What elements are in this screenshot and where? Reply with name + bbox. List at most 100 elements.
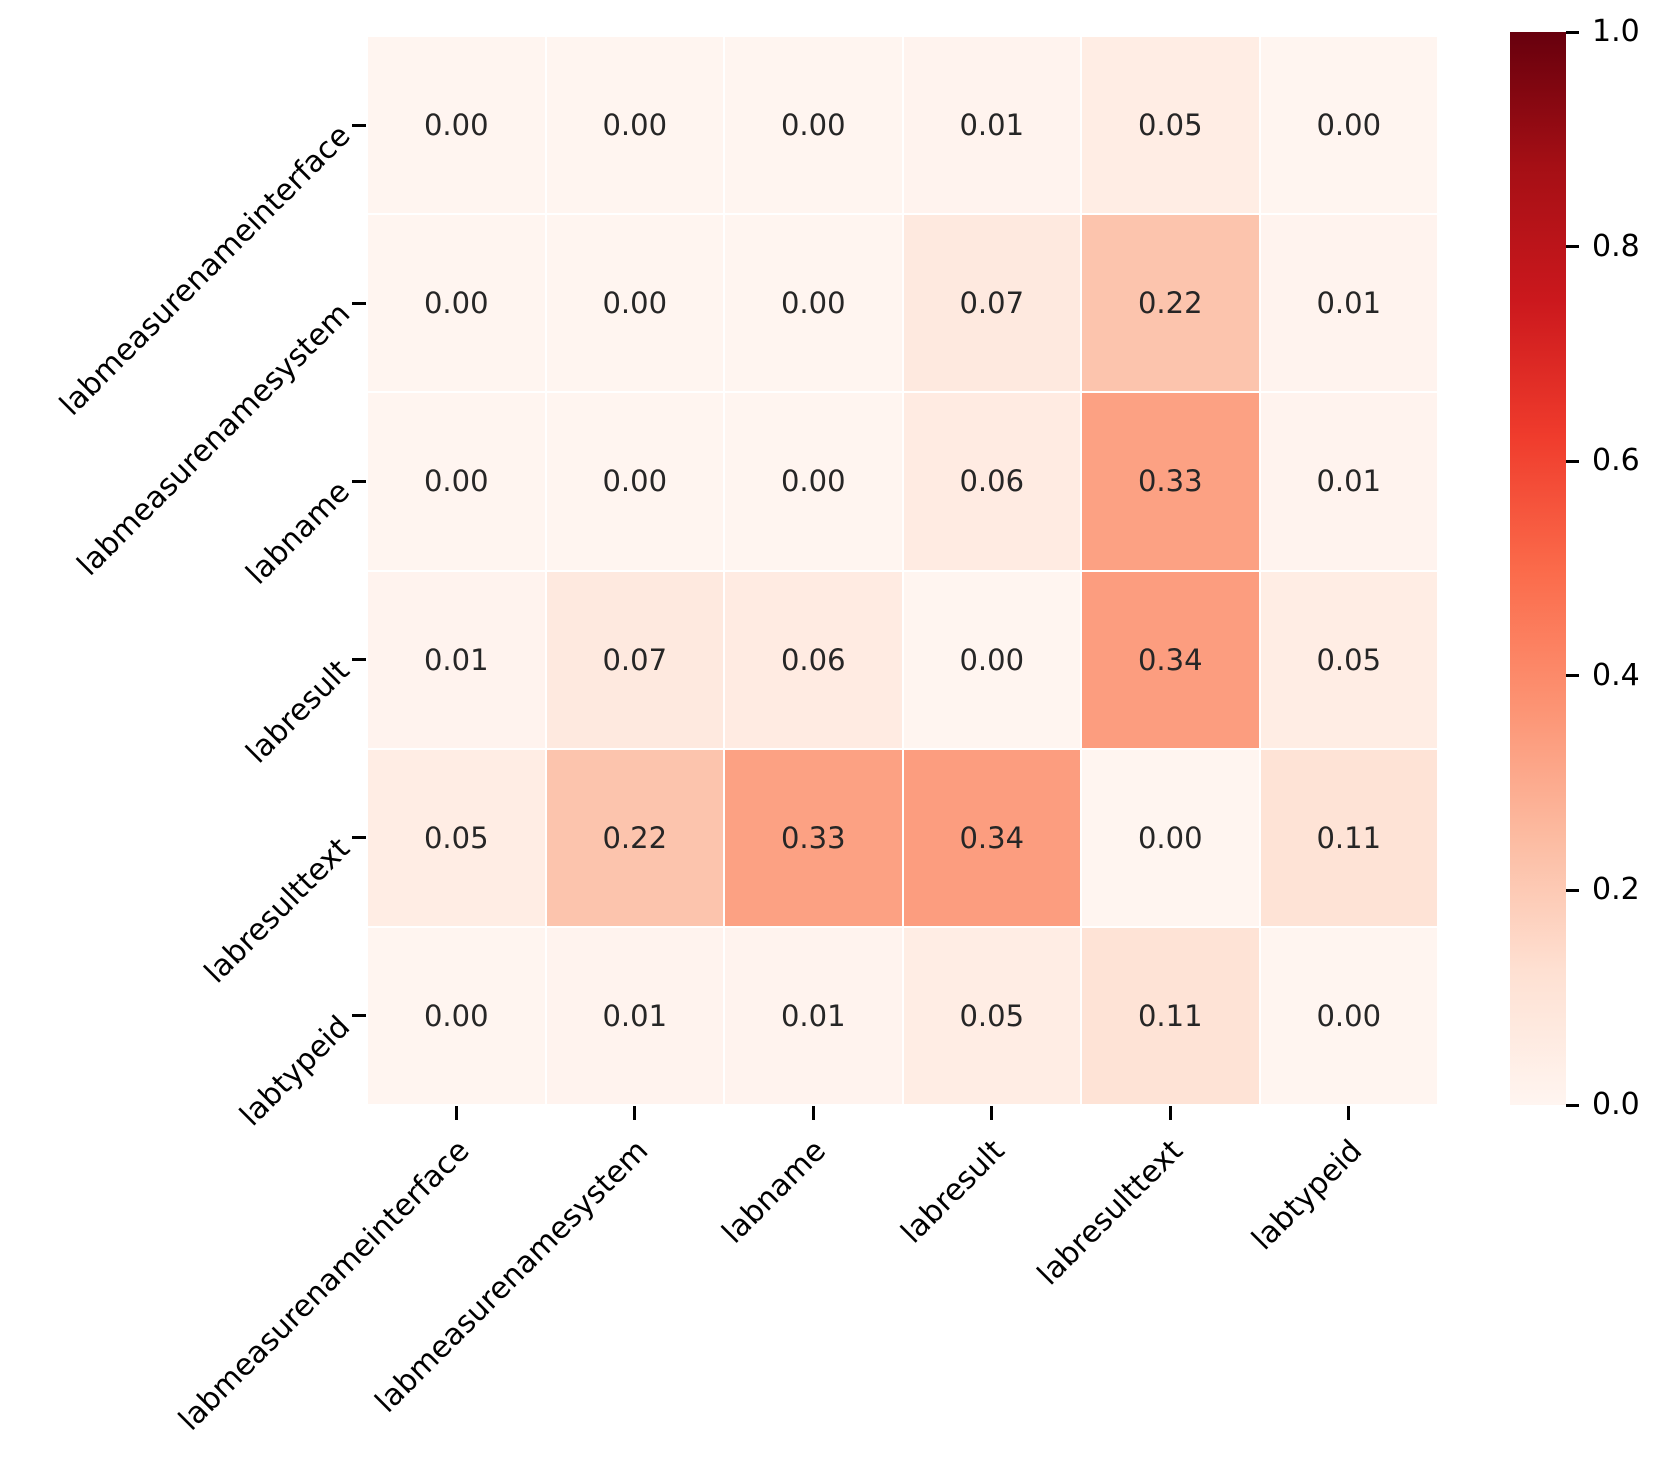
cell-value: 0.00 (423, 998, 489, 1033)
heatmap-cell: 0.11 (1082, 927, 1259, 1104)
cell-value: 0.06 (959, 464, 1025, 499)
cell-value: 0.00 (423, 464, 489, 499)
heatmap-cell: 0.05 (903, 927, 1080, 1104)
heatmap-grid: 0.00 0.00 0.00 0.01 0.05 0.00 0.00 0.00 0.00 0.07… (368, 37, 1437, 1104)
cell-value: 0.01 (780, 998, 846, 1033)
heatmap-cell: 0.01 (725, 927, 902, 1104)
heatmap-cell: 0.00 (368, 927, 545, 1104)
x-tick-mark (454, 1106, 458, 1120)
cell-value: 0.01 (1316, 464, 1382, 499)
heatmap-cell: 0.01 (903, 37, 1080, 214)
cell-value: 0.00 (423, 286, 489, 321)
colorbar-tick-mark (1566, 888, 1579, 892)
heatmap-cell: 0.00 (546, 393, 723, 570)
cell-value: 0.00 (602, 108, 668, 143)
cell-value: 0.00 (602, 286, 668, 321)
cell-value: 0.00 (1316, 998, 1382, 1033)
heatmap-cell: 0.34 (1082, 571, 1259, 748)
x-tick-label: labresulttext (1031, 1133, 1191, 1293)
cell-value: 0.05 (1137, 108, 1203, 143)
colorbar-tick-mark (1566, 30, 1579, 34)
heatmap-cell: 0.06 (903, 393, 1080, 570)
y-tick-mark (352, 479, 366, 483)
colorbar-tick-label: 0.0 (1592, 1087, 1640, 1122)
heatmap-cell: 0.00 (1260, 927, 1437, 1104)
colorbar-tick-label: 0.2 (1592, 872, 1640, 908)
cell-value: 0.22 (1137, 286, 1203, 321)
heatmap-cell: 0.01 (368, 571, 545, 748)
y-tick-label: labtypeid (233, 1009, 358, 1134)
cell-value: 0.00 (1137, 820, 1203, 855)
colorbar-tick-mark (1566, 1103, 1579, 1107)
y-tick-mark (352, 658, 366, 662)
heatmap-cell: 0.01 (1260, 393, 1437, 570)
cell-value: 0.33 (780, 820, 846, 855)
cell-value: 0.01 (1316, 286, 1382, 321)
heatmap-cell: 0.11 (1260, 749, 1437, 926)
cell-value: 0.00 (423, 108, 489, 143)
cell-value: 0.01 (959, 108, 1025, 143)
x-tick-mark (633, 1106, 637, 1120)
heatmap-cell: 0.00 (368, 37, 545, 214)
colorbar-tick-label: 0.8 (1592, 228, 1640, 264)
cell-value: 0.07 (959, 286, 1025, 321)
heatmap-cell: 0.01 (1260, 215, 1437, 392)
colorbar-tick-mark (1566, 674, 1579, 678)
cell-value: 0.33 (1137, 464, 1203, 499)
heatmap-cell: 0.05 (1082, 37, 1259, 214)
cell-value: 0.34 (1137, 642, 1203, 677)
heatmap-cell: 0.00 (725, 37, 902, 214)
cell-value: 0.00 (602, 464, 668, 499)
cell-value: 0.06 (780, 642, 846, 677)
colorbar (1510, 32, 1566, 1105)
cell-value: 0.00 (780, 108, 846, 143)
x-tick-label: labname (716, 1133, 834, 1251)
cell-value: 0.05 (959, 998, 1025, 1033)
cell-value: 0.05 (1316, 642, 1382, 677)
y-tick-label: labname (239, 474, 358, 592)
cell-value: 0.00 (780, 464, 846, 499)
x-tick-mark (1168, 1106, 1172, 1120)
heatmap-cell: 0.00 (1260, 37, 1437, 214)
heatmap-cell: 0.00 (546, 37, 723, 214)
colorbar-tick-label: 1.0 (1592, 14, 1640, 49)
heatmap-cell: 0.06 (725, 571, 902, 748)
cell-value: 0.11 (1137, 998, 1203, 1033)
y-tick-label: labresult (239, 652, 358, 770)
cell-value: 0.22 (602, 820, 668, 855)
heatmap-cell: 0.00 (546, 215, 723, 392)
heatmap-cell: 0.22 (1082, 215, 1259, 392)
heatmap-cell: 0.00 (368, 393, 545, 570)
y-tick-mark (352, 836, 366, 840)
y-tick-label: labresulttext (198, 831, 358, 991)
cell-value: 0.00 (959, 642, 1025, 677)
heatmap-cell: 0.05 (1260, 571, 1437, 748)
cell-value: 0.01 (602, 998, 668, 1033)
heatmap-cell: 0.07 (903, 215, 1080, 392)
colorbar-tick-mark (1566, 459, 1579, 463)
y-tick-mark (352, 123, 366, 127)
cell-value: 0.05 (423, 820, 489, 855)
heatmap-cell: 0.07 (546, 571, 723, 748)
heatmap-cell: 0.33 (1082, 393, 1259, 570)
heatmap-cell: 0.00 (725, 393, 902, 570)
heatmap-cell: 0.00 (1082, 749, 1259, 926)
x-tick-mark (1347, 1106, 1351, 1120)
x-tick-label: labmeasurenameinterface (171, 1133, 477, 1438)
cell-value: 0.00 (1316, 108, 1382, 143)
heatmap-cell: 0.33 (725, 749, 902, 926)
heatmap-cell: 0.00 (368, 215, 545, 392)
cell-value: 0.11 (1316, 820, 1382, 855)
x-tick-mark (811, 1106, 815, 1120)
cell-value: 0.34 (959, 820, 1025, 855)
y-tick-label: labmeasurenameinterface (52, 118, 358, 423)
cell-value: 0.01 (423, 642, 489, 677)
heatmap-cell: 0.00 (725, 215, 902, 392)
x-tick-mark (990, 1106, 994, 1120)
heatmap-cell: 0.01 (546, 927, 723, 1104)
colorbar-tick-mark (1566, 245, 1579, 249)
x-tick-label: labresult (894, 1133, 1012, 1251)
heatmap-cell: 0.05 (368, 749, 545, 926)
colorbar-tick-label: 0.4 (1592, 657, 1640, 693)
